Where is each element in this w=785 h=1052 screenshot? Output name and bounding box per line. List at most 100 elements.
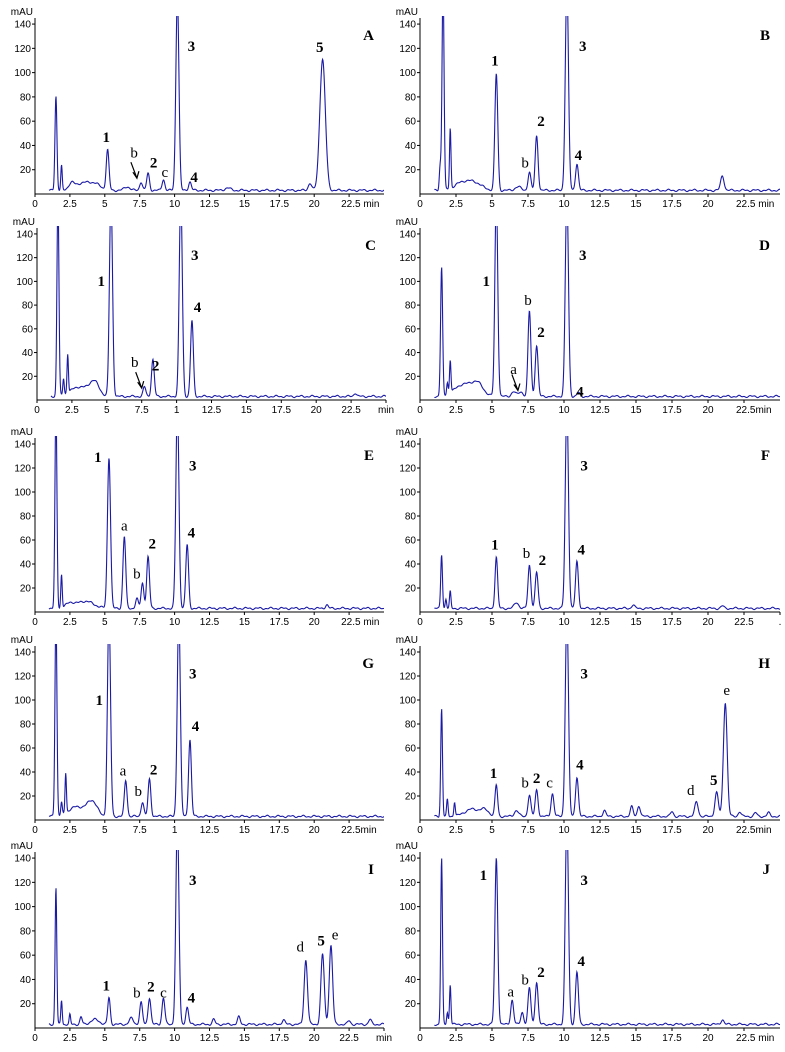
peak-arrow — [135, 371, 145, 390]
y-tick-label: 20 — [20, 999, 32, 1010]
x-tick-label: 15 — [239, 825, 251, 836]
y-tick-label: 60 — [405, 744, 417, 755]
peak-label: 2 — [537, 325, 545, 341]
x-tick-label: 7.5 — [521, 617, 535, 628]
peak-label: 2 — [149, 536, 157, 552]
chromatogram-trace — [434, 436, 780, 611]
y-tick-label: 60 — [20, 951, 32, 962]
x-tick-label: 22.5min — [736, 405, 772, 416]
y-tick-label: 80 — [405, 512, 417, 523]
x-tick-label: 22.5 — [341, 405, 361, 416]
chromatogram-trace — [48, 850, 384, 1027]
peak-label: 3 — [580, 873, 588, 889]
y-tick-label: 20 — [22, 372, 34, 383]
x-tick-label: 5 — [489, 405, 495, 416]
peak-label: b — [133, 566, 141, 582]
peak-label: 2 — [150, 155, 158, 171]
x-tick-label: 20 — [702, 1033, 714, 1044]
chromatogram-trace — [50, 226, 386, 399]
x-tick-label: 22.5 min — [341, 617, 379, 628]
y-tick-label: 100 — [14, 488, 31, 499]
x-tick-label: 15 — [630, 825, 642, 836]
x-tick-label: 10 — [169, 617, 181, 628]
x-tick-label: 5 — [102, 825, 108, 836]
peak-label: 3 — [189, 458, 197, 474]
x-tick-label: 5 — [489, 199, 495, 210]
peak-label: 1 — [490, 766, 498, 782]
y-tick-label: 100 — [399, 488, 416, 499]
x-tick-label: 17.5 — [662, 825, 682, 836]
x-tick-label: 2.5 — [449, 825, 463, 836]
x-tick-label: 15 — [630, 617, 642, 628]
y-tick-label: 140 — [14, 648, 31, 659]
y-tick-label: 40 — [405, 975, 417, 986]
peak-label: 3 — [191, 248, 199, 264]
x-tick-label: 2.5 — [63, 199, 77, 210]
x-tick-label: 0 — [417, 405, 423, 416]
peak-label: 2 — [537, 114, 545, 130]
x-tick-label: 0 — [417, 1033, 423, 1044]
peak-label: a — [507, 984, 514, 1000]
peak-label: a — [121, 518, 128, 534]
x-tick-label: 17.5 — [270, 1033, 290, 1044]
x-tick-label: 7.5 — [133, 1033, 147, 1044]
x-tick-label: 17.5 — [270, 617, 290, 628]
peak-label: e — [332, 927, 339, 943]
y-tick-label: 120 — [14, 464, 31, 475]
y-tick-label: 20 — [405, 792, 417, 803]
x-tick-label: 7.5 — [133, 825, 147, 836]
x-tick-label: 15 — [630, 1033, 642, 1044]
x-tick-label: 5 — [489, 617, 495, 628]
peak-arrow — [130, 162, 140, 180]
x-tick-label: 22.5 min — [341, 199, 379, 210]
panel-label: J — [763, 862, 771, 878]
y-axis-label: mAU — [11, 427, 33, 438]
x-tick-label: 20 — [309, 199, 321, 210]
x-tick-label: 0 — [417, 825, 423, 836]
y-tick-label: 140 — [14, 440, 31, 451]
y-tick-label: 100 — [399, 696, 416, 707]
y-tick-label: 80 — [20, 92, 32, 103]
peak-label: 1 — [94, 450, 102, 466]
x-tick-label: 7.5 — [521, 405, 535, 416]
peak-label: c — [160, 986, 167, 1002]
y-tick-label: 80 — [20, 512, 32, 523]
x-tick-label: 17.5 — [270, 825, 290, 836]
x-tick-label: 10 — [169, 1033, 181, 1044]
x-tick-label: 2.5 — [63, 617, 77, 628]
y-tick-label: 100 — [14, 68, 31, 79]
y-tick-label: 80 — [405, 92, 417, 103]
x-tick-label: 12.5 — [200, 825, 220, 836]
peak-label: 3 — [188, 39, 196, 55]
x-tick-label: 0 — [32, 1033, 38, 1044]
y-tick-label: 60 — [22, 324, 34, 335]
x-tick-label: 5 — [102, 1033, 108, 1044]
y-tick-label: 120 — [399, 253, 416, 264]
peak-label: 4 — [576, 758, 584, 774]
y-tick-label: 80 — [20, 926, 32, 937]
peak-label: 3 — [580, 666, 588, 682]
x-tick-label: 0 — [32, 825, 38, 836]
chromatogram-trace — [434, 644, 780, 819]
x-tick-label: 15 — [630, 199, 642, 210]
peak-label: 1 — [102, 130, 110, 146]
y-axis-label: mAU — [396, 841, 418, 852]
chromatogram-trace — [434, 850, 780, 1027]
y-tick-label: 120 — [14, 672, 31, 683]
y-tick-label: 20 — [20, 165, 32, 176]
y-tick-label: 60 — [20, 744, 32, 755]
peak-label: 1 — [95, 693, 103, 709]
x-tick-label: 1 — [172, 825, 178, 836]
peak-label: 1 — [102, 978, 110, 994]
y-tick-label: 80 — [20, 720, 32, 731]
peak-label: 4 — [194, 300, 202, 316]
peak-label: 2 — [533, 771, 541, 787]
peak-arrow — [511, 374, 521, 392]
peak-label: 2 — [152, 358, 160, 374]
peak-label: 5 — [316, 40, 324, 56]
